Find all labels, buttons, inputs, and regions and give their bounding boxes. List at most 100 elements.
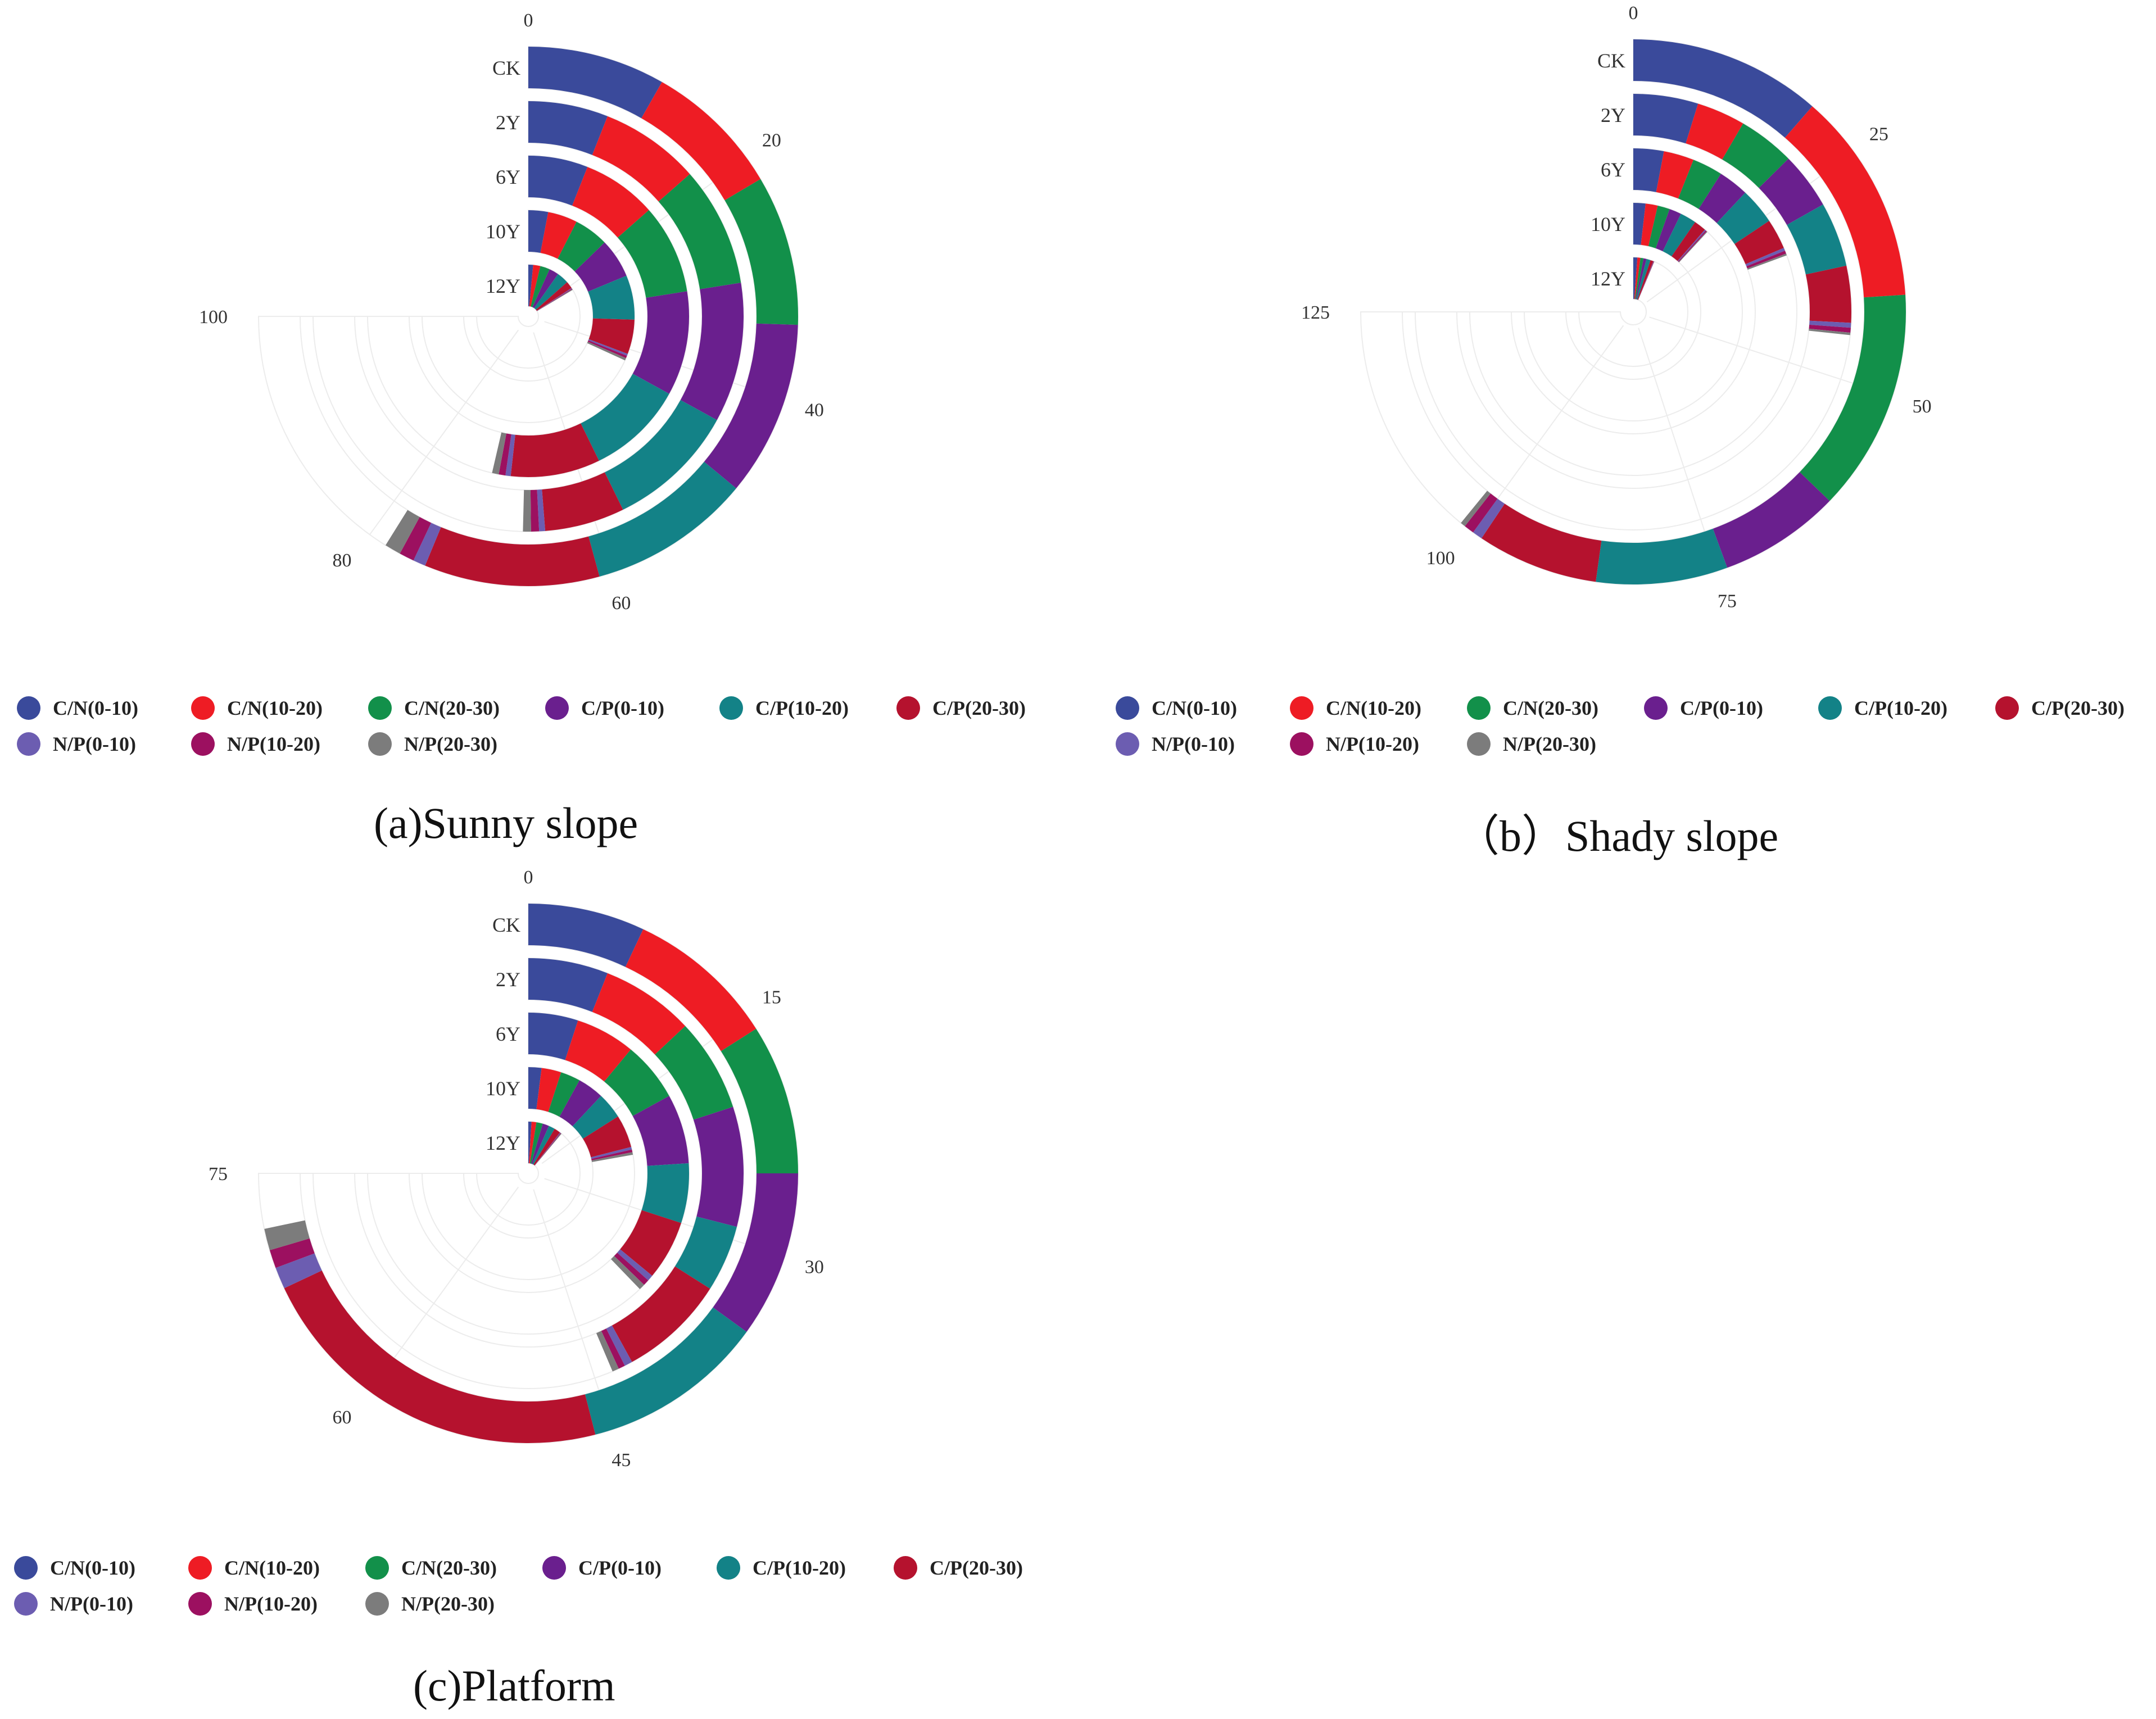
angle-tick-label-c: 45 — [612, 1450, 631, 1471]
legend-swatch — [1116, 696, 1139, 720]
legend-label: C/N(0-10) — [50, 1557, 135, 1579]
bar-segment-a-12Y-N/P(20-30) — [537, 289, 573, 311]
bar-segment-a-2Y-C/N(10-20) — [592, 116, 690, 202]
grid-spoke — [533, 1189, 613, 1430]
legend-swatch — [368, 732, 392, 756]
grid-band — [1523, 202, 1743, 421]
bar-segment-c-2Y-N/P(10-20) — [601, 1328, 625, 1369]
bar-segment-c-10Y-N/P(0-10) — [591, 1146, 632, 1159]
angle-tick-label-a: 100 — [199, 307, 228, 328]
bar-segment-b-6Y-N/P(0-10) — [1745, 248, 1785, 266]
legend-item: C/N(20-30) — [365, 1551, 497, 1585]
bar-segment-c-CK-N/P(20-30) — [264, 1220, 310, 1250]
radial-chart-c: CK 2Y 6Y 10Y 12Y 0 15 30 45 60 75 — [209, 867, 824, 1471]
legend-label: C/N(20-30) — [404, 697, 500, 719]
bar-segment-a-6Y-N/P(20-30) — [492, 432, 506, 475]
radial-chart-b: CK 2Y 6Y 10Y 12Y 0 25 50 75 100 125 — [1301, 3, 1932, 612]
legend-swatch — [1116, 732, 1139, 756]
angle-tick-label-b: 50 — [1913, 396, 1932, 417]
angle-tick-label-b: 75 — [1718, 591, 1737, 612]
legend-item: C/N(20-30) — [368, 691, 500, 725]
bar-segment-a-CK-C/P(0-10) — [704, 323, 798, 488]
legend-swatch — [191, 732, 215, 756]
category-label-a: 12Y — [486, 275, 520, 297]
angle-tick-label-b: 125 — [1301, 302, 1330, 323]
grid-spoke — [369, 1186, 519, 1392]
bar-segment-c-6Y-C/P(20-30) — [620, 1210, 682, 1276]
legend-label: C/N(20-30) — [1503, 697, 1598, 719]
bar-segment-b-CK-C/N(20-30) — [1800, 294, 1906, 501]
category-label-b: CK — [1597, 49, 1625, 72]
category-label-c: 12Y — [486, 1132, 520, 1154]
bar-segment-a-2Y-C/N(0-10) — [528, 101, 608, 155]
category-label-c: 6Y — [496, 1023, 520, 1045]
legend-item: N/P(0-10) — [14, 1587, 133, 1621]
angle-tick-label-b: 25 — [1869, 124, 1888, 145]
legend-swatch — [1467, 732, 1491, 756]
bar-segment-a-12Y-C/P(10-20) — [534, 274, 568, 310]
legend-item: C/P(10-20) — [717, 1551, 846, 1585]
bar-segment-a-12Y-C/P(0-10) — [532, 269, 558, 309]
legend-item: C/P(0-10) — [1644, 691, 1763, 725]
legend-swatch — [719, 696, 743, 720]
bar-segment-b-2Y-N/P(0-10) — [1809, 320, 1851, 328]
legend-swatch — [191, 696, 215, 720]
angle-tick-label-b: 0 — [1629, 3, 1638, 24]
bar-segment-b-6Y-C/P(20-30) — [1734, 220, 1784, 265]
bar-segment-c-CK-C/P(10-20) — [585, 1307, 747, 1435]
legend-item: N/P(10-20) — [188, 1587, 318, 1621]
legend-swatch — [188, 1556, 212, 1580]
category-label-c: CK — [492, 914, 520, 936]
bar-segment-b-6Y-C/P(10-20) — [1716, 192, 1769, 244]
bar-segment-a-12Y-C/N(0-10) — [528, 265, 533, 307]
legend-item: N/P(0-10) — [1116, 727, 1235, 761]
legend-label: C/N(10-20) — [1326, 697, 1421, 719]
bar-segment-c-10Y-C/N(20-30) — [548, 1072, 580, 1117]
bar-segment-c-6Y-C/P(0-10) — [632, 1096, 689, 1166]
bar-segment-c-10Y-C/N(10-20) — [536, 1068, 561, 1112]
grid-spoke — [1649, 316, 1893, 397]
legend-label: N/P(0-10) — [1152, 733, 1235, 755]
bar-segment-b-2Y-C/N(20-30) — [1722, 123, 1789, 188]
bar-segment-b-CK-C/P(10-20) — [1596, 528, 1728, 585]
bar-segment-a-2Y-N/P(20-30) — [523, 489, 531, 532]
legend-item: C/P(10-20) — [1818, 691, 1947, 725]
legend-item: C/N(10-20) — [1290, 691, 1421, 725]
category-label-b: 2Y — [1601, 104, 1625, 126]
category-label-c: 2Y — [496, 968, 520, 991]
bar-segment-a-2Y-C/P(20-30) — [542, 472, 623, 531]
legend-swatch — [188, 1592, 212, 1616]
legend-swatch — [17, 732, 40, 756]
bar-segment-c-6Y-N/P(10-20) — [614, 1253, 649, 1285]
grid-band — [421, 1066, 635, 1280]
legend-label: C/P(0-10) — [1680, 697, 1763, 719]
legend-swatch — [14, 1556, 38, 1580]
bar-segment-a-6Y-C/N(20-30) — [618, 210, 687, 298]
bar-segment-b-10Y-C/P(0-10) — [1655, 209, 1681, 252]
bar-segment-b-CK-C/P(20-30) — [1481, 504, 1602, 582]
legend-swatch — [1467, 696, 1491, 720]
bar-segment-c-10Y-N/P(20-30) — [591, 1152, 633, 1162]
bar-segment-b-10Y-C/N(20-30) — [1648, 205, 1670, 248]
bar-segment-c-10Y-C/P(20-30) — [583, 1116, 632, 1158]
bar-segment-a-6Y-N/P(10-20) — [499, 433, 511, 476]
legend-item: C/N(0-10) — [17, 691, 138, 725]
legend-item: C/N(0-10) — [14, 1551, 135, 1585]
bar-segment-b-12Y-C/P(20-30) — [1637, 260, 1654, 300]
grid-spoke — [1638, 328, 1718, 572]
bar-segment-c-CK-N/P(10-20) — [269, 1238, 315, 1268]
bar-segment-a-CK-C/N(0-10) — [528, 47, 662, 119]
bar-segment-b-10Y-C/P(10-20) — [1663, 214, 1696, 257]
bar-segment-b-6Y-N/P(20-30) — [1747, 253, 1787, 270]
bar-segment-c-2Y-C/P(20-30) — [612, 1266, 710, 1362]
angle-tick-label-a: 40 — [805, 400, 824, 420]
legend-item: N/P(20-30) — [368, 727, 497, 761]
legend-item: N/P(10-20) — [1290, 727, 1419, 761]
legend-item: C/P(20-30) — [894, 1551, 1023, 1585]
angle-tick-label-a: 0 — [524, 10, 533, 31]
angle-tick-label-c: 15 — [762, 987, 781, 1008]
legend-label: C/N(10-20) — [224, 1557, 320, 1579]
angle-tick-label-a: 80 — [333, 550, 352, 571]
legend-label: C/N(20-30) — [401, 1557, 497, 1579]
